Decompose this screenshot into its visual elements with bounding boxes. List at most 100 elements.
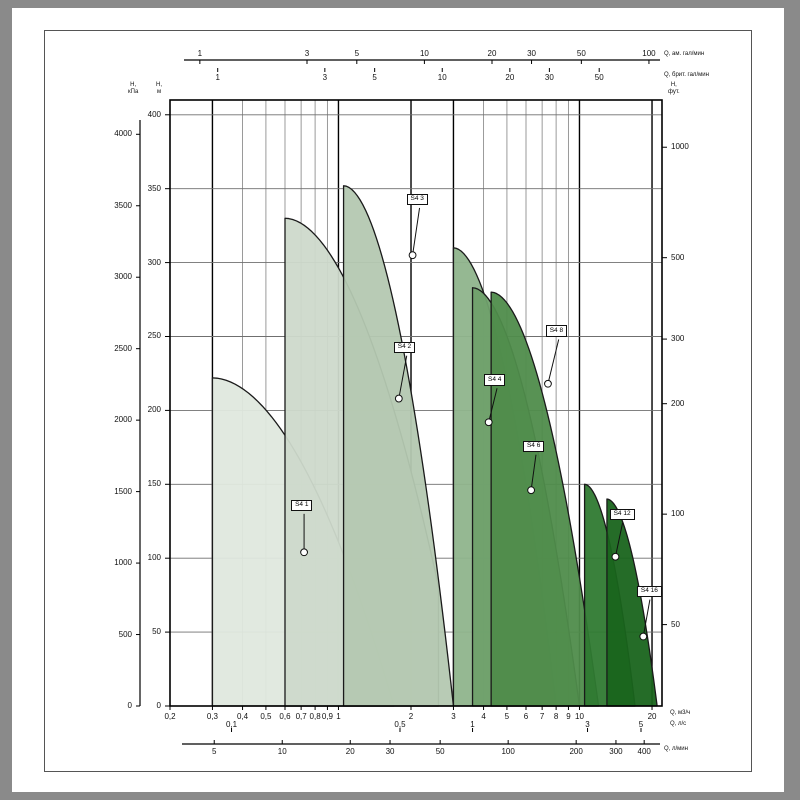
axis-title-q-ls: Q, л/с (670, 721, 687, 727)
axis-title-q-m3h: Q, м3/ч (670, 710, 691, 716)
callout-leader-s4-8 (547, 339, 560, 384)
tick-label-q-m3h: 5 (504, 712, 510, 721)
tick-label-q-m3h: 3 (451, 712, 456, 721)
tick-label-q-usgpm: 100 (642, 49, 656, 58)
callout-leader-s4-16 (642, 599, 651, 637)
callout-marker-s4-6[interactable] (527, 486, 536, 495)
tick-label-q-m3h: 0,2 (164, 712, 176, 721)
tick-label-q-ls: 0,5 (394, 720, 406, 729)
callout-marker-s4-16[interactable] (639, 632, 648, 641)
tick-label-h-kpa: 4000 (114, 129, 132, 139)
tick-label-h-m: 350 (147, 183, 161, 193)
tick-label-q-ukgpm: 3 (322, 73, 328, 82)
tick-label-h-kpa: 3500 (114, 200, 132, 210)
tick-label-q-ls: 3 (585, 720, 590, 729)
callout-marker-s4-12[interactable] (611, 552, 620, 561)
tick-label-q-m3h: 0,6 (279, 712, 291, 721)
axis-title-h-ft: H, фут. (668, 82, 680, 95)
tick-label-q-lmin: 300 (609, 747, 623, 756)
tick-label-h-kpa: 0 (127, 701, 132, 710)
tick-label-q-usgpm: 5 (354, 49, 360, 58)
callout-marker-s4-1[interactable] (300, 548, 308, 557)
axis-title-q-lmin: Q, л/мин (664, 746, 688, 752)
tick-label-q-ukgpm: 50 (594, 73, 604, 82)
callout-leader-s4-2 (398, 355, 408, 399)
callout-leader-s4-4 (488, 388, 498, 423)
tick-label-q-m3h: 1 (336, 712, 341, 721)
tick-label-h-kpa: 2500 (114, 343, 132, 353)
tick-label-q-usgpm: 20 (487, 49, 497, 58)
tick-label-q-usgpm: 10 (419, 49, 429, 58)
callout-marker-s4-3[interactable] (408, 251, 417, 260)
tick-label-q-usgpm: 3 (304, 49, 310, 58)
curve-label-s4-12[interactable]: S4 12 (609, 508, 635, 521)
pump-performance-chart (136, 59, 667, 745)
curve-label-s4-6[interactable]: S4 6 (522, 440, 545, 453)
axis-title-h-kpa: H, кПа (128, 82, 139, 95)
tick-label-h-ft: 1000 (671, 142, 689, 152)
tick-label-h-m: 400 (147, 109, 161, 119)
tick-label-q-m3h: 8 (553, 712, 559, 721)
tick-label-h-m: 150 (147, 479, 161, 489)
tick-label-q-lmin: 30 (385, 747, 395, 756)
tick-label-q-ukgpm: 1 (215, 73, 220, 82)
performance-curve-s4-16[interactable] (606, 498, 658, 707)
axis-title-q-usgpm: Q, ам. гал/мин (664, 51, 705, 57)
performance-curve-s4-3[interactable] (342, 185, 455, 707)
curve-label-s4-4[interactable]: S4 4 (484, 374, 506, 386)
tick-label-q-lmin: 50 (435, 747, 445, 756)
tick-label-q-ls: 0,1 (225, 720, 238, 729)
tick-label-q-m3h: 20 (647, 712, 657, 721)
tick-label-q-m3h: 0,8 (309, 712, 321, 721)
tick-label-q-usgpm: 1 (197, 49, 203, 58)
tick-label-q-m3h: 0,7 (295, 712, 307, 721)
curve-label-s4-1[interactable]: S4 1 (291, 499, 313, 512)
tick-label-h-kpa: 500 (118, 629, 132, 639)
tick-label-q-m3h: 9 (566, 712, 571, 721)
tick-label-q-m3h: 0,9 (321, 712, 333, 721)
tick-label-h-ft: 500 (671, 252, 685, 262)
tick-label-q-ukgpm: 10 (437, 73, 447, 82)
callout-marker-s4-2[interactable] (394, 394, 403, 403)
tick-label-h-ft: 100 (671, 509, 685, 519)
axis-title-h-m: H, м (156, 82, 162, 95)
tick-label-h-kpa: 1000 (114, 558, 132, 568)
callout-leader-s4-12 (614, 522, 624, 557)
tick-label-h-m: 50 (152, 627, 161, 637)
callout-leader-s4-3 (412, 207, 421, 256)
plot-border (169, 99, 663, 707)
tick-label-q-ukgpm: 30 (544, 73, 554, 82)
curve-label-s4-8[interactable]: S4 8 (545, 325, 568, 337)
tick-label-q-lmin: 20 (345, 747, 355, 756)
callout-marker-s4-8[interactable] (544, 379, 552, 388)
tick-label-q-ls: 5 (638, 720, 644, 729)
tick-label-q-m3h: 6 (523, 712, 529, 721)
tick-label-h-m: 200 (147, 405, 161, 415)
tick-label-h-ft: 300 (671, 334, 685, 344)
tick-label-q-m3h: 0,3 (206, 712, 218, 721)
tick-label-q-lmin: 5 (211, 747, 217, 756)
tick-label-q-lmin: 400 (637, 747, 651, 756)
tick-label-h-kpa: 3000 (114, 272, 132, 282)
tick-label-q-usgpm: 30 (527, 49, 536, 58)
callout-marker-s4-4[interactable] (484, 418, 493, 427)
curve-label-s4-3[interactable]: S4 3 (406, 193, 428, 206)
tick-label-h-ft: 200 (671, 398, 685, 408)
tick-label-q-ukgpm: 20 (505, 73, 515, 82)
tick-label-q-lmin: 200 (569, 747, 583, 756)
tick-label-q-ls: 1 (470, 720, 475, 729)
tick-label-h-m: 250 (147, 331, 161, 341)
chart-frame (44, 30, 752, 772)
tick-label-h-kpa: 1500 (114, 486, 132, 496)
curve-label-s4-2[interactable]: S4 2 (393, 341, 416, 354)
chart-sheet: S4 1 S4 2 S4 3 S4 4 S4 6 S4 8 S4 12 S4 16 0 500 10… (12, 8, 784, 792)
tick-label-h-m: 100 (147, 553, 161, 563)
tick-label-h-kpa: 2000 (114, 415, 132, 425)
tick-label-h-m: 0 (156, 701, 161, 710)
curve-label-s4-16[interactable]: S4 16 (636, 585, 662, 598)
tick-label-h-ft: 50 (671, 619, 680, 629)
tick-label-q-m3h: 4 (481, 712, 486, 721)
tick-label-q-m3h: 0,5 (260, 712, 272, 721)
tick-label-q-m3h: 7 (539, 712, 545, 721)
